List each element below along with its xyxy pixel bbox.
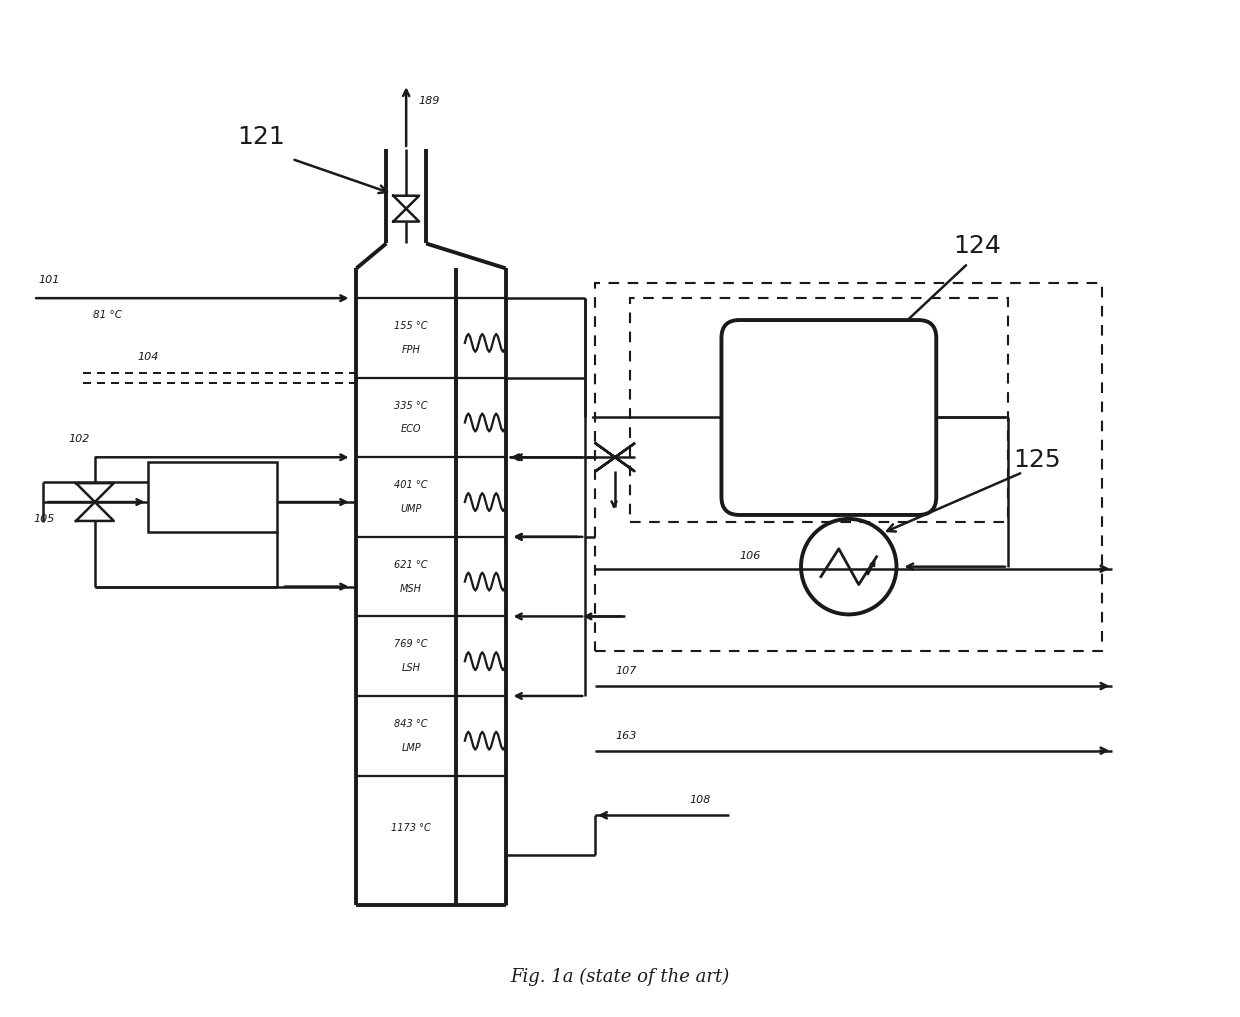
Text: 108: 108 xyxy=(689,795,711,805)
Text: 621 °C: 621 °C xyxy=(394,559,428,570)
Polygon shape xyxy=(595,443,635,471)
Text: 769 °C: 769 °C xyxy=(394,640,428,649)
Text: 125: 125 xyxy=(1013,448,1060,472)
Text: 155 °C: 155 °C xyxy=(394,321,428,331)
Text: 843 °C: 843 °C xyxy=(394,719,428,729)
Bar xyxy=(630,298,1008,522)
Text: 189: 189 xyxy=(418,97,439,106)
Text: 104: 104 xyxy=(138,352,159,362)
FancyBboxPatch shape xyxy=(722,320,936,515)
Polygon shape xyxy=(595,443,635,471)
Text: 101: 101 xyxy=(38,276,60,285)
Text: 401 °C: 401 °C xyxy=(394,480,428,490)
Polygon shape xyxy=(393,195,419,208)
Text: 124: 124 xyxy=(954,234,1001,258)
Text: 107: 107 xyxy=(615,666,636,676)
Text: FPH: FPH xyxy=(402,345,420,355)
Text: 106: 106 xyxy=(739,551,760,560)
Polygon shape xyxy=(393,208,419,222)
Text: LMP: LMP xyxy=(402,742,420,753)
Text: MSH: MSH xyxy=(401,584,422,594)
Text: 105: 105 xyxy=(33,514,55,524)
Text: Fig. 1a (state of the art): Fig. 1a (state of the art) xyxy=(511,967,729,985)
Polygon shape xyxy=(76,483,114,502)
Text: LSH: LSH xyxy=(402,663,420,673)
Polygon shape xyxy=(76,502,114,521)
Text: ECO: ECO xyxy=(401,424,422,434)
Text: 102: 102 xyxy=(68,434,89,444)
Text: 121: 121 xyxy=(237,125,285,149)
Bar xyxy=(148,463,277,532)
Text: 1173 °C: 1173 °C xyxy=(392,823,432,833)
Text: 81 °C: 81 °C xyxy=(93,310,122,320)
Text: 335 °C: 335 °C xyxy=(394,401,428,411)
Text: UMP: UMP xyxy=(401,504,422,514)
Bar xyxy=(595,284,1102,651)
Text: 163: 163 xyxy=(615,731,636,740)
